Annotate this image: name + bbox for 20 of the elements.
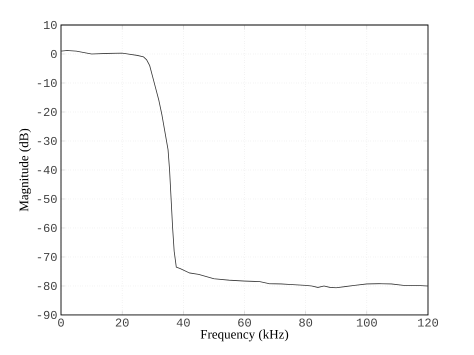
x-tick-label: 0 (58, 318, 64, 327)
y-tick-label: -60 (38, 224, 57, 232)
y-axis-title: Magnitude (dB) (19, 128, 32, 212)
x-tick-label: 80 (299, 318, 312, 327)
y-tick-label: 0 (50, 50, 57, 58)
x-tick-label: 120 (418, 318, 438, 327)
x-tick-label: 60 (238, 318, 251, 327)
y-tick-label: -10 (38, 78, 57, 88)
y-tick-label: 10 (44, 20, 57, 30)
y-tick-label: -90 (38, 310, 57, 320)
y-tick-label: -70 (38, 252, 57, 262)
y-tick-label: -80 (38, 282, 57, 290)
x-tick-label: 20 (116, 318, 129, 327)
y-tick-label: -50 (38, 194, 57, 204)
y-tick-label: -20 (38, 108, 57, 116)
x-axis-title: Frequency (kHz) (200, 330, 288, 342)
x-tick-label: 100 (356, 318, 377, 327)
x-tick-label: 40 (176, 318, 190, 327)
y-tick-label: -30 (38, 136, 57, 146)
y-tick-label: -40 (38, 166, 57, 174)
